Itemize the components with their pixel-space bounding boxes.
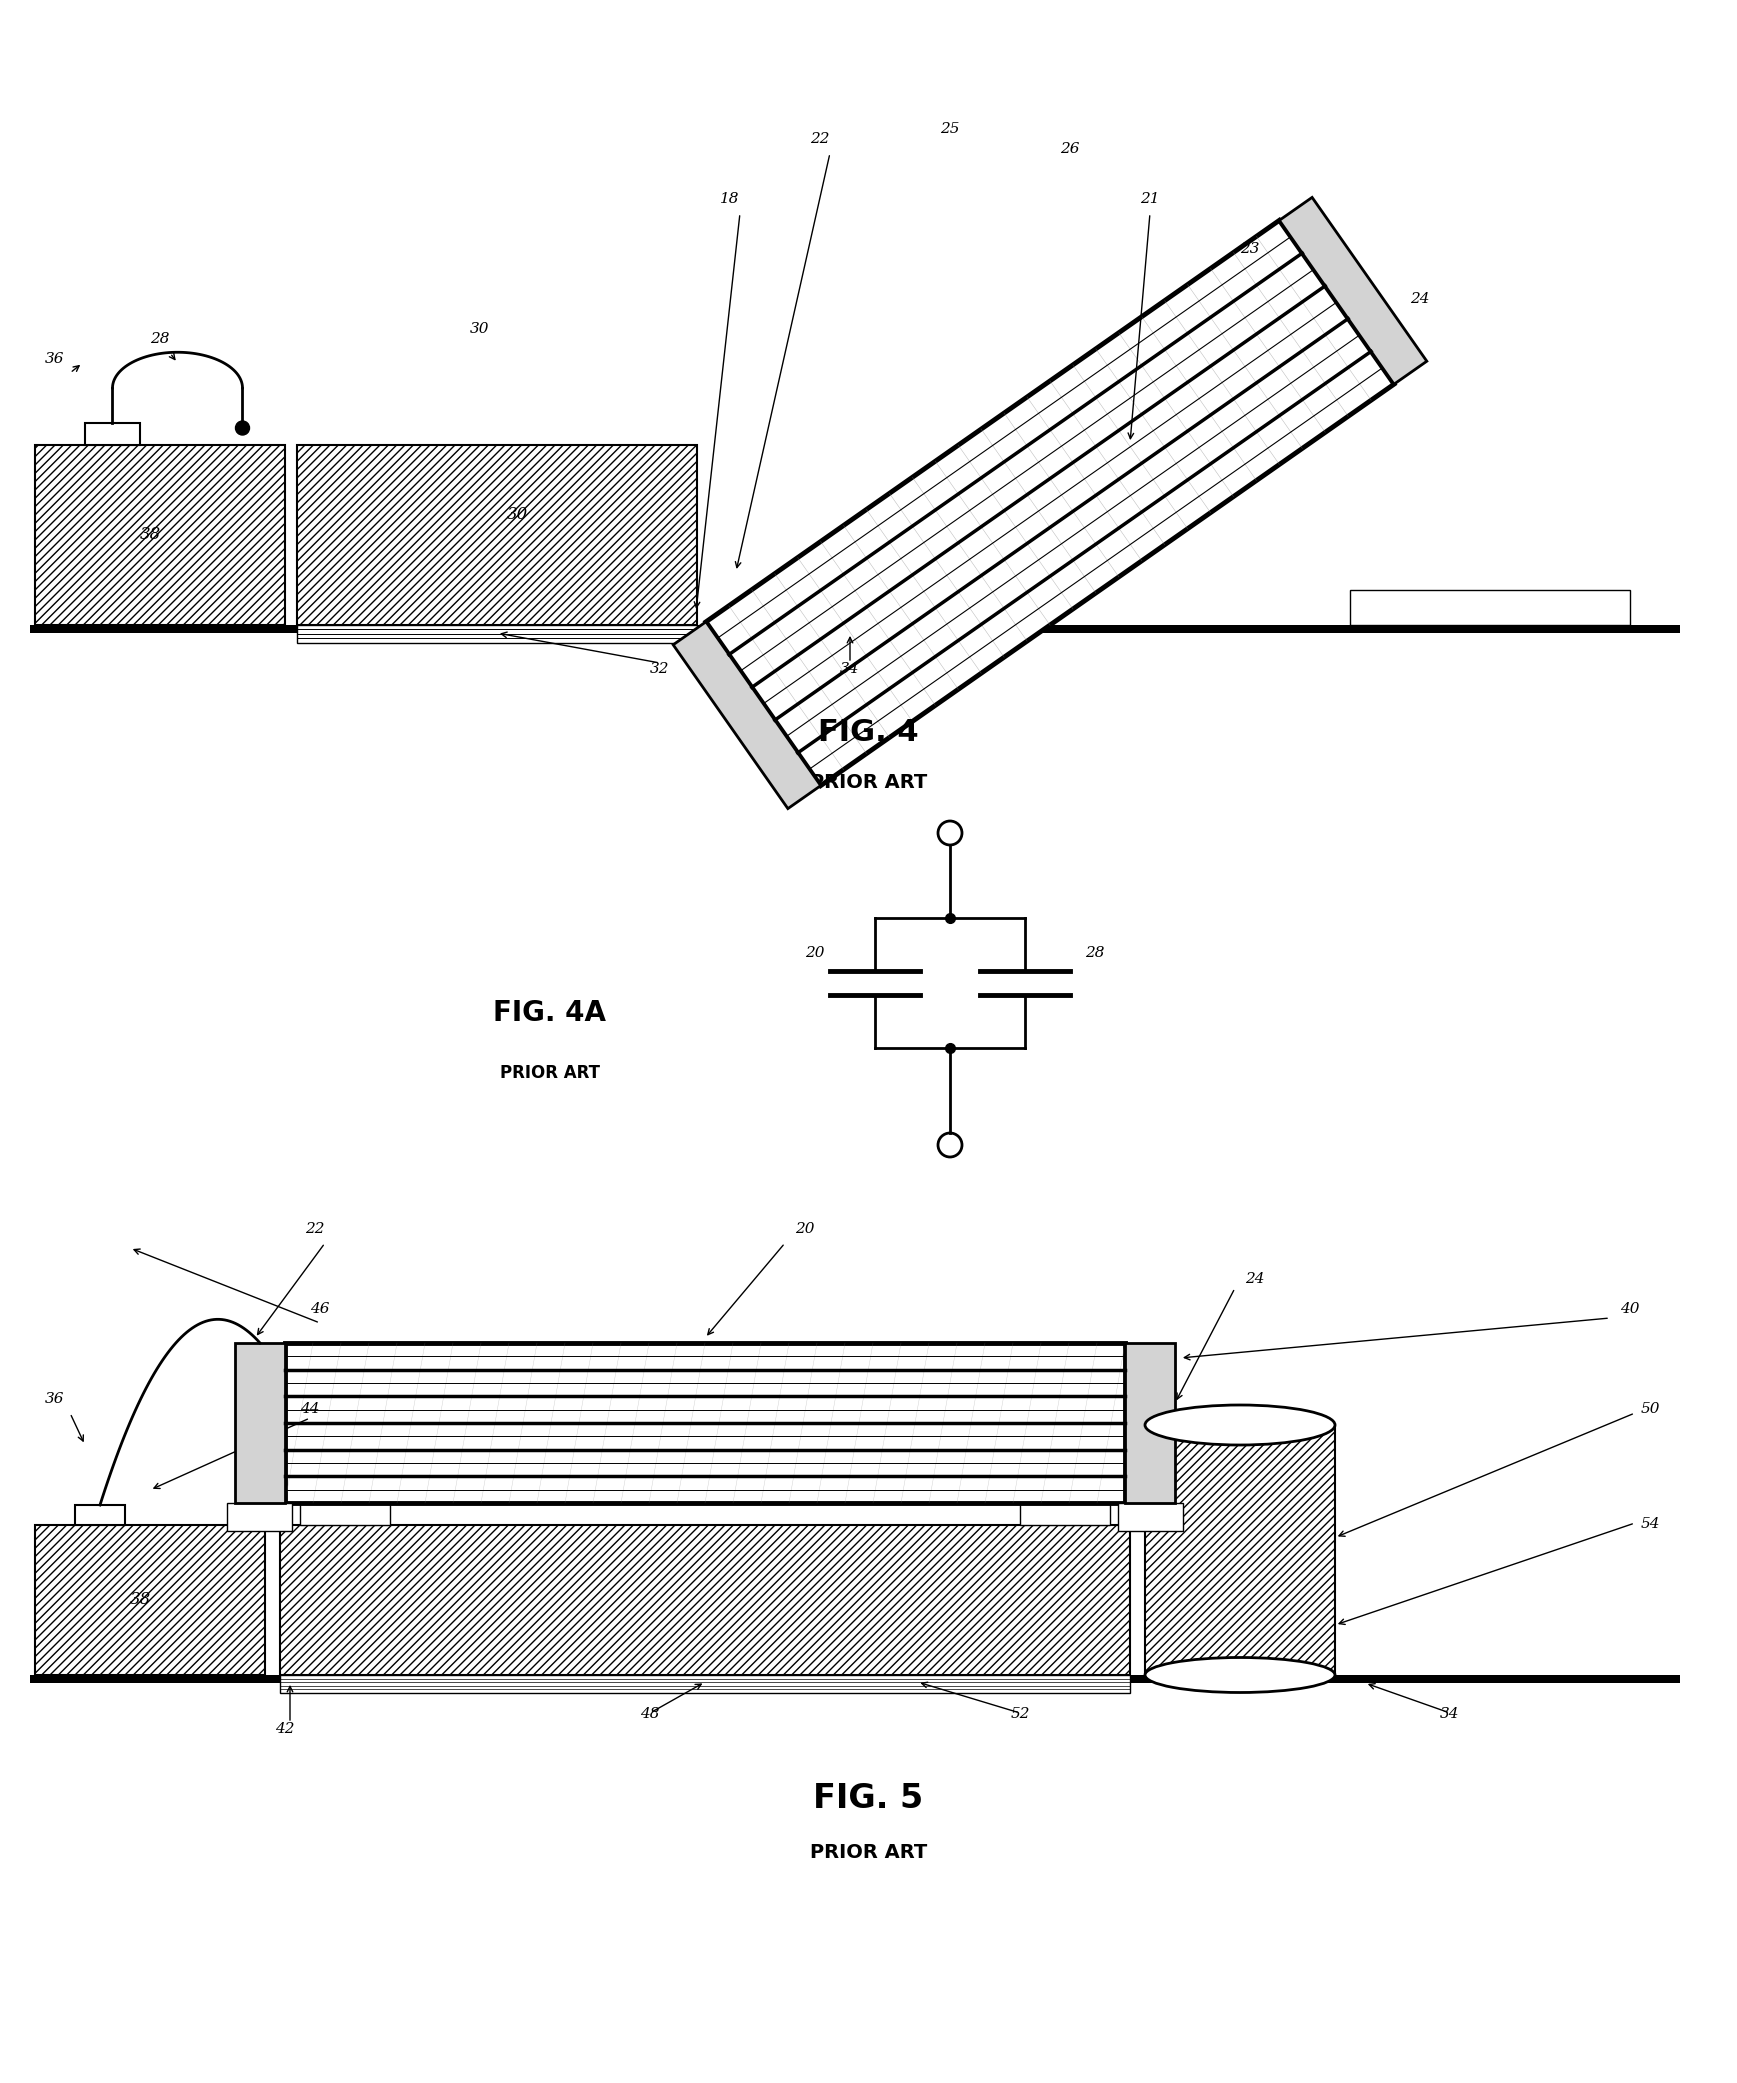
Polygon shape: [705, 221, 1395, 785]
Ellipse shape: [1145, 1658, 1336, 1693]
Text: 20: 20: [796, 1223, 815, 1235]
Text: 32: 32: [650, 662, 670, 677]
Text: 38: 38: [129, 1591, 151, 1608]
Text: 28: 28: [149, 331, 170, 346]
Text: 50: 50: [1640, 1402, 1661, 1416]
Circle shape: [236, 421, 250, 435]
Bar: [1126, 1344, 1174, 1504]
Text: 23: 23: [1240, 242, 1259, 256]
Bar: [35, 446, 285, 625]
Polygon shape: [1280, 198, 1426, 383]
Text: 54: 54: [1640, 1516, 1661, 1531]
Bar: [280, 1525, 1131, 1675]
Text: 34: 34: [841, 662, 860, 677]
Text: 22: 22: [809, 131, 830, 146]
Bar: [1350, 589, 1629, 625]
Bar: [30, 625, 1680, 633]
Bar: [297, 446, 697, 625]
Bar: [228, 1504, 292, 1531]
Text: PRIOR ART: PRIOR ART: [500, 1064, 599, 1081]
Text: 36: 36: [45, 352, 64, 367]
Bar: [85, 423, 141, 446]
Text: 46: 46: [311, 1302, 330, 1316]
Text: FIG. 4A: FIG. 4A: [493, 1000, 606, 1027]
Bar: [301, 1504, 391, 1525]
Text: 26: 26: [1060, 142, 1080, 156]
Text: 24: 24: [1245, 1273, 1265, 1285]
Text: PRIOR ART: PRIOR ART: [809, 1843, 928, 1862]
Text: FIG. 5: FIG. 5: [813, 1781, 924, 1814]
Text: 42: 42: [274, 1723, 295, 1735]
Text: FIG. 4: FIG. 4: [818, 719, 919, 748]
Text: 48: 48: [641, 1706, 660, 1721]
Text: 18: 18: [721, 192, 740, 206]
Bar: [297, 625, 697, 644]
Text: 52: 52: [1011, 1706, 1030, 1721]
Text: 25: 25: [940, 123, 961, 135]
Text: 38: 38: [139, 527, 160, 544]
Bar: [1145, 1425, 1336, 1675]
Text: 28: 28: [1086, 946, 1105, 960]
Bar: [75, 1506, 125, 1525]
Text: 24: 24: [1410, 292, 1430, 306]
Text: 30: 30: [507, 506, 528, 523]
Text: 44: 44: [301, 1402, 320, 1416]
Text: 36: 36: [45, 1391, 64, 1406]
Bar: [285, 1344, 1126, 1504]
Text: PRIOR ART: PRIOR ART: [809, 773, 928, 792]
Text: 20: 20: [806, 946, 825, 960]
Bar: [234, 1344, 285, 1504]
Text: 22: 22: [306, 1223, 325, 1235]
Bar: [1020, 1504, 1110, 1525]
Text: 21: 21: [1139, 192, 1160, 206]
Text: 34: 34: [1440, 1706, 1459, 1721]
Text: 40: 40: [1621, 1302, 1640, 1316]
Bar: [35, 1525, 266, 1675]
Polygon shape: [674, 623, 820, 808]
Ellipse shape: [1145, 1406, 1336, 1446]
Bar: [30, 1675, 1680, 1683]
Bar: [1119, 1504, 1183, 1531]
Bar: [280, 1675, 1131, 1693]
Text: 30: 30: [471, 323, 490, 335]
